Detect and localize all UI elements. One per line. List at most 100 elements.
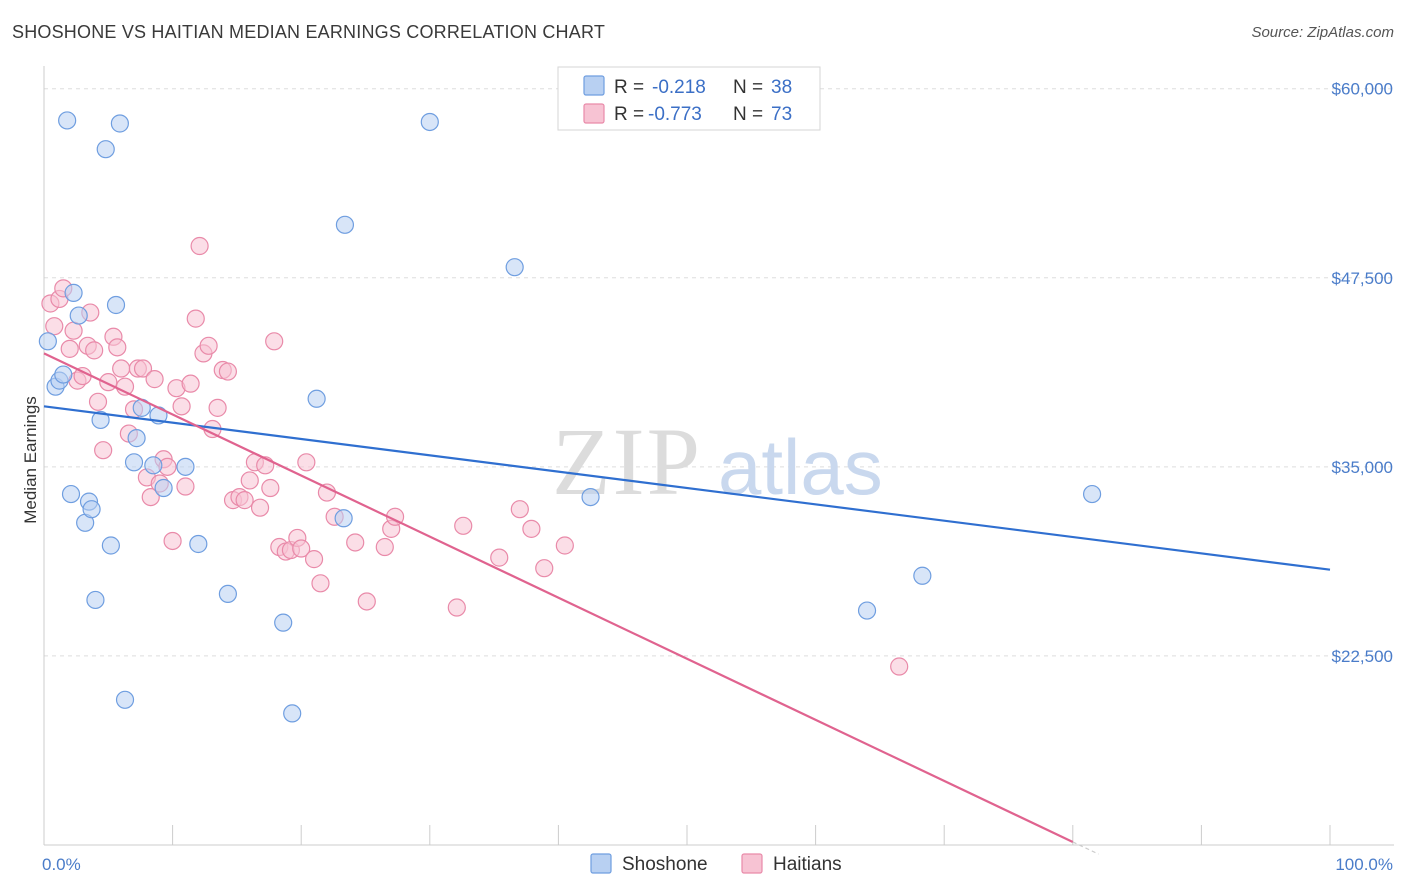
haitians-point: [181, 374, 200, 393]
haitians-trend-extension: [1072, 841, 1099, 855]
legend-r-label-haitians: R =: [614, 104, 644, 125]
x-tick-label: 100.0%: [1335, 855, 1393, 874]
legend-r-value-shoshone: -0.218: [652, 77, 706, 98]
haitians-point: [45, 317, 64, 336]
legend-swatch-shoshone: [583, 75, 605, 96]
grid-lines: [44, 88, 1394, 657]
chart-title: SHOSHONE VS HAITIAN MEDIAN EARNINGS CORR…: [12, 22, 606, 42]
stats-legend: R = -0.218 N = 38 R = -0.773 N = 73: [557, 66, 821, 131]
series-legend-swatch-haitians: [741, 853, 763, 874]
haitians-point: [60, 339, 79, 358]
haitians-point: [375, 537, 394, 557]
legend-r-label-shoshone: R =: [614, 77, 644, 98]
shoshone-point: [176, 457, 195, 476]
y-tick-label: $60,000: [1332, 80, 1393, 99]
haitians-point: [88, 392, 108, 411]
haitians-point: [304, 550, 324, 569]
haitians-trend-line: [43, 352, 1074, 843]
legend-swatch-haitians: [583, 103, 605, 124]
legend-n-label-shoshone: N =: [733, 77, 763, 98]
shoshone-point: [38, 332, 57, 351]
haitians-point: [141, 487, 160, 507]
shoshone-point: [124, 453, 144, 472]
haitians-point: [163, 531, 182, 551]
source-label: Source: ZipAtlas.com: [1251, 24, 1394, 41]
haitians-point: [510, 500, 529, 519]
shoshone-point: [54, 365, 73, 384]
haitians-point: [454, 516, 473, 535]
y-axis-title: Median Earnings: [21, 396, 40, 524]
shoshone-point: [58, 111, 77, 130]
haitians-point: [145, 370, 164, 389]
shoshone-point: [307, 389, 326, 408]
haitians-point: [172, 397, 191, 416]
trend-lines: [43, 352, 1331, 855]
shoshone-point: [101, 536, 120, 555]
haitians-point: [490, 548, 509, 567]
haitians-point: [218, 362, 237, 381]
watermark-zip: ZIP: [552, 408, 702, 515]
legend-n-value-shoshone: 38: [771, 77, 792, 98]
shoshone-point: [144, 456, 163, 475]
legend-n-value-haitians: 73: [771, 104, 792, 125]
haitians-point: [186, 309, 205, 328]
haitians-point: [235, 491, 254, 510]
y-tick-label: $22,500: [1332, 647, 1393, 666]
x-tick-labels: 0.0% 100.0%: [42, 855, 1393, 874]
legend-n-label-haitians: N =: [733, 104, 763, 125]
y-tick-label: $47,500: [1332, 269, 1393, 288]
haitians-point: [890, 657, 909, 676]
shoshone-point: [505, 258, 524, 277]
series-legend-haitians: Haitians: [773, 854, 842, 875]
shoshone-points: [38, 111, 1102, 723]
watermark-atlas: atlas: [718, 423, 883, 511]
shoshone-point: [1082, 484, 1102, 504]
haitians-point: [261, 478, 280, 498]
series-legend-shoshone: Shoshone: [622, 854, 708, 875]
haitians-point: [108, 338, 127, 357]
shoshone-point: [69, 306, 88, 325]
shoshone-point: [64, 283, 83, 302]
haitians-point: [208, 398, 227, 417]
haitians-point: [535, 559, 554, 578]
shoshone-trend-line: [43, 405, 1331, 571]
haitians-point: [73, 366, 92, 386]
haitians-point: [64, 321, 83, 340]
haitians-point: [199, 336, 218, 355]
shoshone-point: [274, 613, 293, 632]
shoshone-point: [106, 295, 126, 315]
shoshone-point: [82, 500, 101, 519]
y-tick-labels: $22,500 $35,000 $47,500 $60,000: [1332, 80, 1393, 666]
shoshone-point: [86, 590, 105, 610]
shoshone-point: [913, 566, 932, 585]
haitians-point: [250, 498, 270, 517]
haitians-point: [94, 441, 113, 460]
shoshone-point: [283, 704, 302, 723]
shoshone-point: [189, 534, 208, 554]
shoshone-point: [218, 584, 237, 604]
shoshone-point: [335, 215, 355, 234]
haitians-point: [176, 477, 195, 496]
haitians-point: [85, 341, 104, 360]
haitians-point: [265, 332, 284, 351]
shoshone-point: [857, 601, 877, 620]
haitians-point: [292, 539, 311, 558]
haitians-point: [297, 453, 316, 472]
haitians-point: [357, 592, 376, 611]
shoshone-point: [61, 484, 81, 504]
shoshone-point: [110, 114, 129, 133]
shoshone-point: [154, 478, 173, 498]
shoshone-point: [91, 410, 110, 430]
series-legend-swatch-shoshone: [590, 853, 612, 874]
haitians-point: [311, 574, 330, 593]
shoshone-point: [581, 487, 600, 507]
haitians-point: [447, 598, 466, 617]
shoshone-point: [334, 509, 353, 528]
shoshone-point: [96, 140, 115, 159]
legend-r-value-haitians: -0.773: [648, 104, 702, 125]
x-tick-label: 0.0%: [42, 855, 81, 874]
haitians-point: [346, 533, 365, 552]
series-legend: Shoshone Haitians: [590, 853, 842, 875]
shoshone-point: [127, 429, 146, 448]
